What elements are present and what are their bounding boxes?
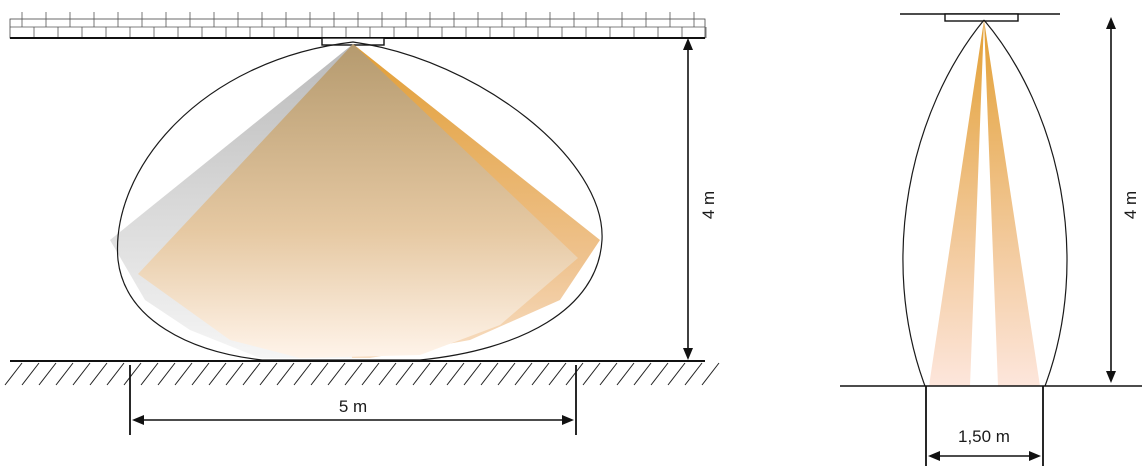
end-view: 4 m 1,50 m [840,13,1142,466]
height-label: 4 m [699,191,718,219]
end-beam-right [984,20,1040,386]
floor-hatch-line [293,362,312,386]
floor-hatching [4,362,720,386]
floor-hatch-line [174,362,193,386]
floor-hatch-line [633,362,652,386]
end-height-dimension: 4 m [1106,17,1140,383]
floor-hatch-line [684,362,703,386]
end-sensor [944,13,1019,22]
floor-hatch-line [327,362,346,386]
floor-hatch-line [344,362,363,386]
floor-hatch-line [21,362,40,386]
height-dimension: 4 m [683,38,718,360]
end-width-dimension: 1,50 m [925,386,1044,466]
floor-hatch-line [412,362,431,386]
floor-hatch-line [157,362,176,386]
floor-hatch-line [378,362,397,386]
floor-hatch-line [548,362,567,386]
floor-hatch-line [259,362,278,386]
floor-hatch-line [140,362,159,386]
width-dimension: 5 m [129,365,577,435]
floor-hatch-line [106,362,125,386]
tan-detection-cone [138,44,578,358]
floor-hatch-line [514,362,533,386]
floor-hatch-line [650,362,669,386]
floor-hatch-line [361,362,380,386]
floor-hatch-line [395,362,414,386]
floor-hatch-line [4,362,23,386]
floor-hatch-line [599,362,618,386]
floor-hatch-line [497,362,516,386]
ceiling-wall [9,12,707,39]
floor-hatch-line [531,362,550,386]
floor-hatch-line [208,362,227,386]
detection-outline [116,41,603,361]
floor-hatch-line [72,362,91,386]
floor-hatch-line [667,362,686,386]
floor-hatch-line [191,362,210,386]
floor-hatch-line [480,362,499,386]
floor-hatch-line [310,362,329,386]
end-height-label: 4 m [1121,191,1140,219]
floor-hatch-line [242,362,261,386]
end-detection-outline [902,19,1068,387]
floor-hatch-line [38,362,57,386]
floor-hatch-line [225,362,244,386]
floor-hatch-line [55,362,74,386]
floor-hatch-line [446,362,465,386]
floor-hatch-line [429,362,448,386]
end-width-label: 1,50 m [958,427,1010,446]
floor-hatch-line [276,362,295,386]
floor-hatch-line [89,362,108,386]
floor-hatch-line [463,362,482,386]
width-label: 5 m [339,397,367,416]
floor-hatch-line [565,362,584,386]
floor-hatch-line [582,362,601,386]
floor-hatch-line [701,362,720,386]
floor-hatch-line [616,362,635,386]
floor-hatch-line [123,362,142,386]
end-beam-left [929,20,984,386]
side-view: 4 m 5 m [4,12,720,435]
